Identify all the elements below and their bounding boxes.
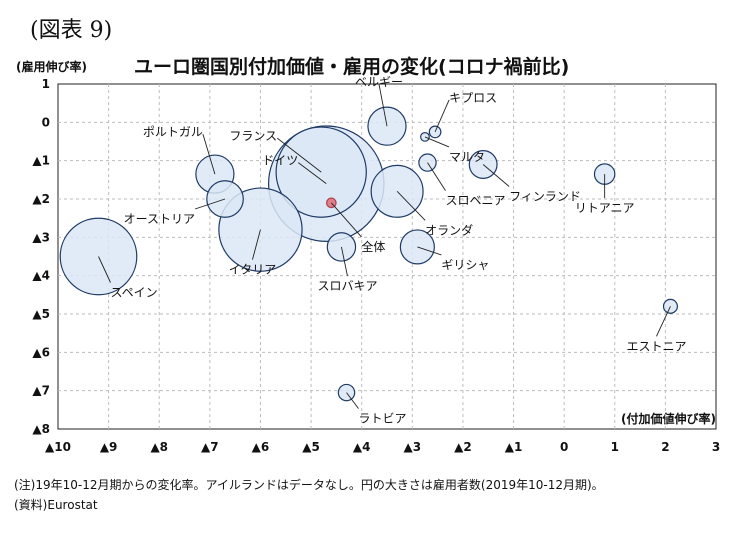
country-label: ギリシャ [441, 258, 489, 272]
leader-line [482, 164, 510, 187]
bubble-point [367, 106, 407, 146]
country-label: スロベニア [445, 194, 505, 208]
y-tick-label: ▲7 [32, 384, 50, 398]
country-label: フィンランド [509, 190, 581, 204]
leader-line [194, 198, 226, 210]
y-axis-title: (雇用伸び率) [16, 60, 87, 74]
x-tick-label: 0 [560, 440, 568, 454]
leader-line [346, 392, 359, 409]
x-tick-label: ▲2 [454, 440, 472, 454]
country-label: ベルギー [355, 75, 403, 89]
x-tick-label: 1 [611, 440, 619, 454]
y-tick-label: ▲6 [32, 345, 50, 359]
x-tick-label: ▲1 [505, 440, 523, 454]
leader-line [434, 99, 450, 133]
leader-line [202, 133, 216, 175]
plot-frame [57, 83, 717, 430]
y-tick-label: ▲3 [32, 230, 50, 244]
footnote: (注)19年10-12月期からの変化率。アイルランドはデータなし。円の大きさは雇… [14, 478, 604, 492]
leader-line [424, 136, 450, 148]
y-tick-label: ▲8 [32, 422, 50, 436]
country-label: エストニア [626, 339, 686, 353]
x-tick-label: ▲10 [45, 440, 71, 454]
x-tick-label: ▲5 [302, 440, 320, 454]
x-tick-label: ▲8 [150, 440, 168, 454]
leader-line [656, 306, 671, 337]
leader-line [417, 246, 442, 256]
x-tick-label: 3 [712, 440, 720, 454]
leader-line [330, 202, 362, 238]
country-label: マルタ [449, 150, 485, 164]
country-label: フランス [229, 129, 277, 143]
leader-line [276, 137, 322, 173]
leader-line [378, 84, 388, 127]
y-tick-label: 1 [42, 77, 50, 91]
leader-line [396, 191, 426, 221]
country-label: ドイツ [262, 154, 298, 168]
country-label: 全体 [361, 239, 385, 254]
x-tick-label: 2 [661, 440, 669, 454]
country-label: イタリア [229, 263, 277, 277]
x-tick-label: ▲9 [100, 440, 118, 454]
country-label: スロバキア [317, 279, 377, 293]
y-tick-label: ▲4 [32, 269, 50, 283]
x-axis-title: (付加価値伸び率) [621, 412, 716, 426]
y-tick-label: ▲5 [32, 307, 50, 321]
leader-line [341, 246, 348, 277]
y-tick-label: ▲2 [32, 192, 50, 206]
figure-label: (図表 9) [30, 18, 113, 43]
leader-line [252, 229, 261, 260]
y-tick-label: ▲1 [32, 154, 50, 168]
x-tick-label: ▲3 [404, 440, 422, 454]
leader-line [297, 162, 327, 185]
bubble-point [418, 153, 437, 172]
country-label: キプロス [449, 91, 497, 105]
leader-line [427, 162, 446, 191]
country-label: ラトビア [359, 412, 407, 426]
country-label: オランダ [425, 222, 473, 237]
x-tick-label: ▲6 [252, 440, 270, 454]
country-label: ポルトガル [143, 125, 203, 139]
chart-title: ユーロ圏国別付加価値・雇用の変化(コロナ禍前比) [134, 56, 570, 78]
source-note: (資料)Eurostat [14, 498, 98, 512]
country-label: オーストリア [124, 212, 195, 226]
x-tick-label: ▲4 [353, 440, 371, 454]
leader-line [98, 256, 111, 283]
x-tick-label: ▲7 [201, 440, 219, 454]
y-tick-label: 0 [42, 115, 50, 129]
country-label: リトアニア [575, 201, 635, 215]
country-label: スペイン [110, 286, 157, 300]
